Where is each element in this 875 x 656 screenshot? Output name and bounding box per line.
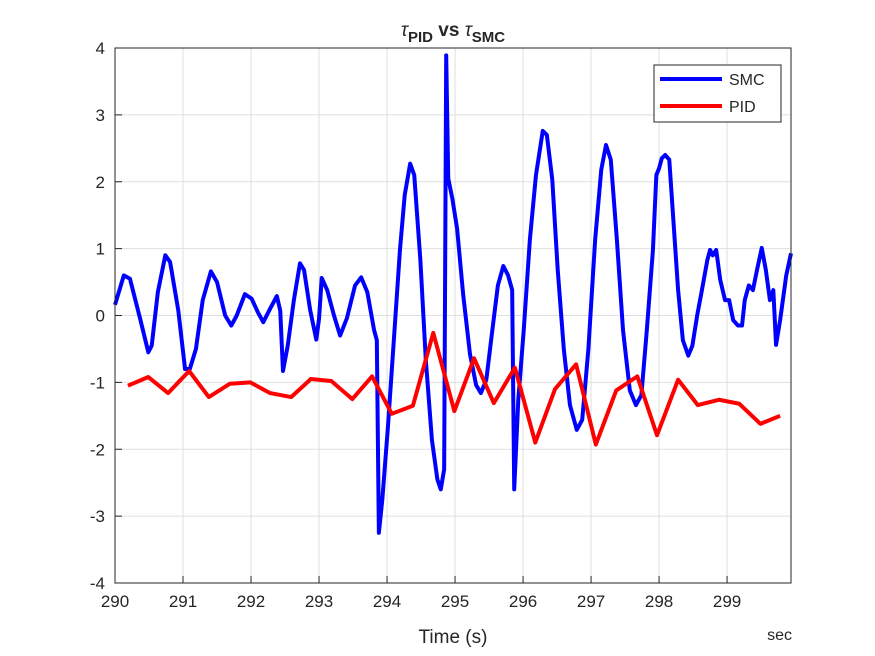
legend-label: PID xyxy=(729,99,756,116)
y-tick-label: 2 xyxy=(96,173,105,192)
title-subscript: SMC xyxy=(472,29,506,46)
y-tick-label: 1 xyxy=(96,240,105,259)
ticks: -4 -3 -2 -1 0 1 2 3 4 290 291 292 293 294 295 296 297 298… xyxy=(90,39,741,611)
y-tick-label: -1 xyxy=(90,373,105,392)
title-subscript: PID xyxy=(408,29,433,46)
x-tick-label: 299 xyxy=(713,592,741,611)
y-tick-label: 4 xyxy=(96,39,105,58)
y-tick-label: -3 xyxy=(90,507,105,526)
series-line xyxy=(113,53,793,535)
legend: SMC PID xyxy=(653,64,782,123)
legend-label: SMC xyxy=(729,72,765,89)
lines xyxy=(113,53,793,535)
y-tick-label: 0 xyxy=(96,307,105,326)
x-tick-label: 292 xyxy=(237,592,265,611)
x-tick-label: 294 xyxy=(373,592,401,611)
x-tick-label: 293 xyxy=(305,592,333,611)
x-axis-label: Time (s) xyxy=(419,627,488,648)
x-tick-label: 291 xyxy=(169,592,197,611)
title-text: τ xyxy=(465,20,474,41)
legend-box xyxy=(653,64,782,123)
x-tick-label: 297 xyxy=(577,592,605,611)
x-unit-label: sec xyxy=(767,627,792,644)
y-tick-label: -4 xyxy=(90,574,105,593)
x-tick-label: 296 xyxy=(509,592,537,611)
title-text: τ xyxy=(401,20,410,41)
title-text: vs xyxy=(433,20,465,41)
y-tick-label: 3 xyxy=(96,106,105,125)
y-tick-label: -2 xyxy=(90,440,105,459)
series-line xyxy=(127,330,781,447)
x-tick-label: 295 xyxy=(441,592,469,611)
x-tick-label: 298 xyxy=(645,592,673,611)
x-tick-label: 290 xyxy=(101,592,129,611)
chart-title: τPID vs τSMC xyxy=(401,20,505,46)
